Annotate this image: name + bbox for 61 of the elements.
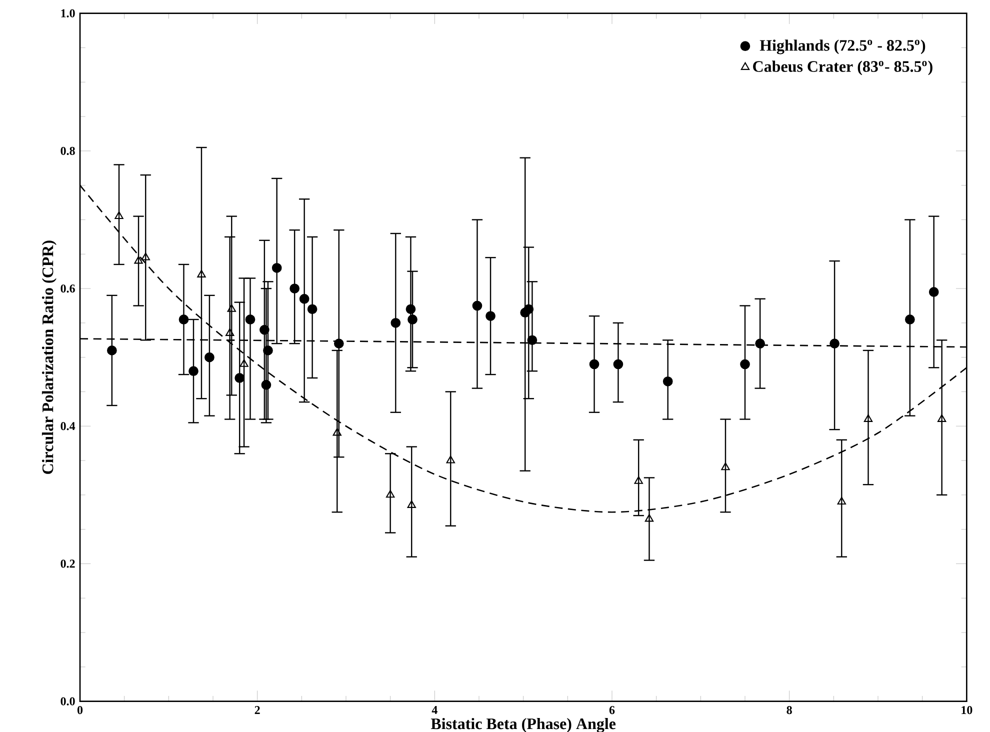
point <box>234 373 245 383</box>
point <box>307 304 318 314</box>
point <box>334 338 344 348</box>
point <box>204 352 214 362</box>
point <box>644 514 654 522</box>
point <box>446 456 455 464</box>
point <box>740 359 750 370</box>
y-tick-label: 1.0 <box>61 9 75 18</box>
y-tick-label: 0.2 <box>60 560 75 568</box>
point <box>904 314 915 324</box>
point <box>472 300 482 311</box>
point <box>864 414 873 422</box>
point <box>634 476 643 484</box>
point <box>299 294 310 304</box>
point <box>272 262 282 273</box>
point <box>662 376 673 386</box>
point <box>134 256 143 264</box>
point <box>721 462 730 470</box>
y-tick-label: 0.4 <box>60 422 76 430</box>
point <box>408 314 418 324</box>
x-tick-label: 8 <box>786 706 792 714</box>
point <box>406 304 416 314</box>
y-tick-label: 0.6 <box>60 284 75 293</box>
point <box>755 338 766 348</box>
point <box>830 338 840 348</box>
point <box>261 380 272 390</box>
point <box>524 304 534 314</box>
point <box>613 359 624 370</box>
point <box>263 346 273 356</box>
point <box>937 414 946 422</box>
point <box>197 270 206 278</box>
point <box>290 284 300 294</box>
point <box>178 314 189 324</box>
point <box>259 324 270 335</box>
point <box>332 428 342 436</box>
legend-label: Highlands (72.5$^{o}$ - 82.5$^{o}$) <box>760 40 926 54</box>
y-tick-label: 0.0 <box>60 697 75 706</box>
point <box>141 252 150 260</box>
point <box>390 318 401 328</box>
point <box>386 490 395 498</box>
point <box>226 328 234 336</box>
point <box>245 314 256 324</box>
point <box>407 500 416 508</box>
x-tick-label: 6 <box>609 706 615 714</box>
point <box>188 366 198 376</box>
x-tick-label: 2 <box>254 706 260 714</box>
point <box>837 496 846 505</box>
point <box>486 311 496 321</box>
point <box>589 359 600 370</box>
y-axis-title: Circular Polarization Ratio (CPR) <box>42 240 56 474</box>
y-tick-label: 0.8 <box>60 146 75 155</box>
point <box>240 359 248 367</box>
x-tick-label: 4 <box>432 706 438 714</box>
x-tick-label: 0 <box>77 706 83 714</box>
point <box>227 304 236 312</box>
legend-label: Cabeus Crater (83$^{o}$- 85.5$^{o}$) <box>753 60 932 76</box>
x-tick-label: 10 <box>962 706 972 714</box>
point <box>527 335 538 346</box>
point <box>928 287 939 297</box>
point <box>106 346 117 356</box>
point <box>114 211 124 220</box>
